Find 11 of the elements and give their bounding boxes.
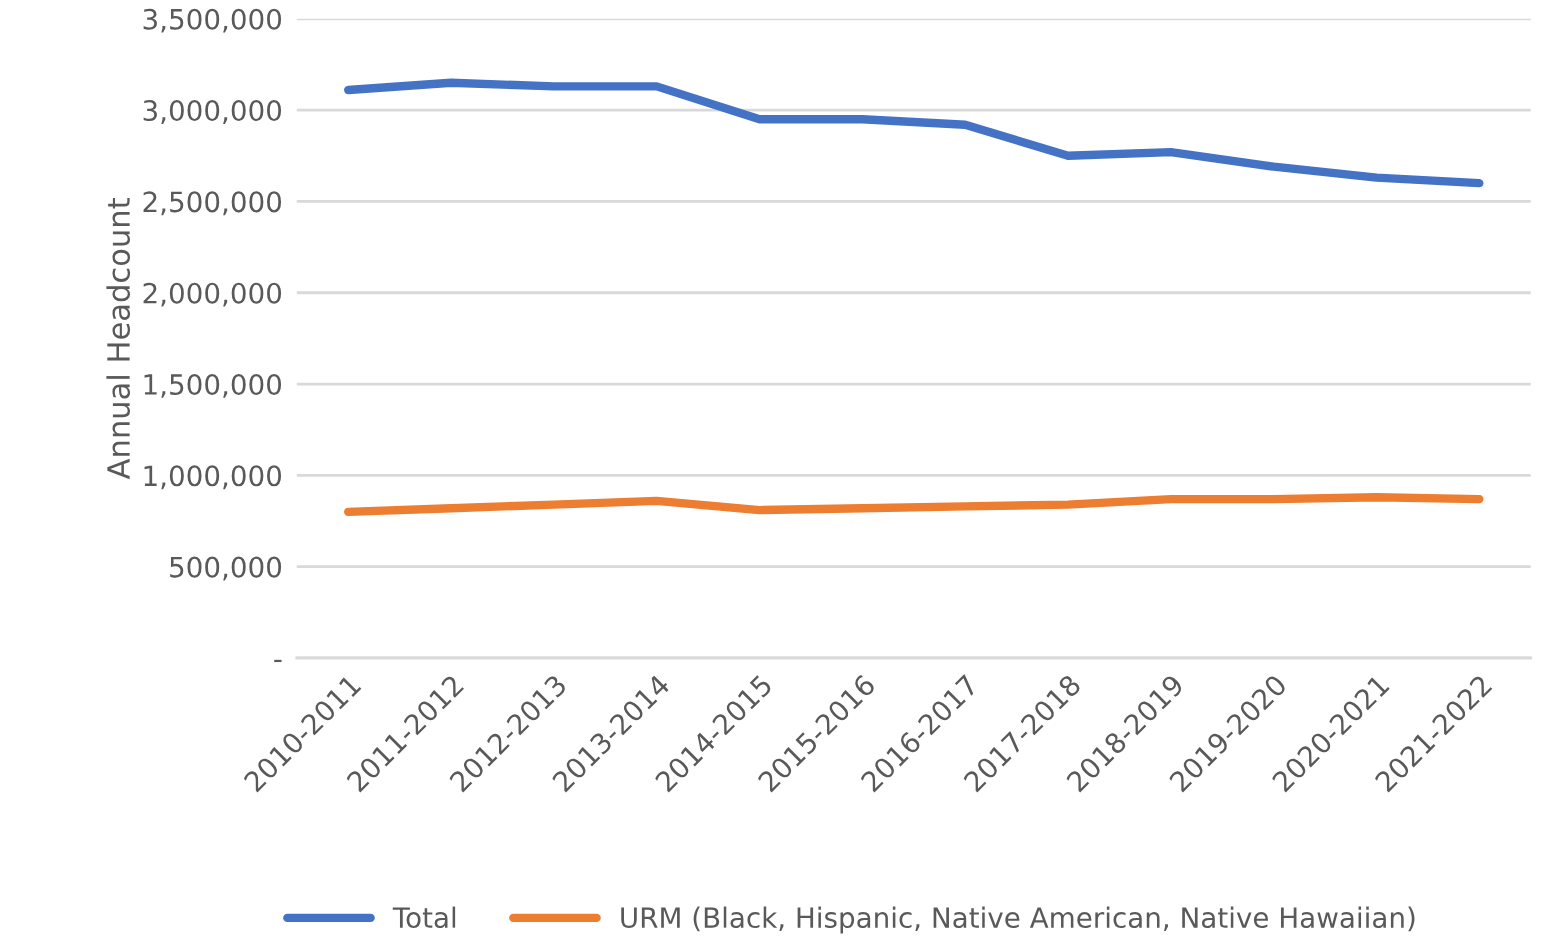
- y-tick-label: -: [274, 659, 282, 663]
- legend-label: Total: [392, 906, 456, 929]
- y-tick-label: 500,000: [170, 556, 282, 581]
- y-tick-label: 3,000,000: [143, 100, 282, 124]
- y-axis-title: Annual Headcount: [106, 198, 131, 480]
- y-tick-label: 1,000,000: [144, 465, 282, 490]
- y-tick-label: 1,500,000: [144, 373, 282, 398]
- y-tick-label: 2,000,000: [143, 282, 282, 307]
- y-tick-label: 2,500,000: [143, 191, 282, 216]
- legend-label: URM (Black, Hispanic, Native American, Native Hawaiian): [621, 906, 1415, 934]
- y-tick-label: 3,500,000: [143, 8, 282, 33]
